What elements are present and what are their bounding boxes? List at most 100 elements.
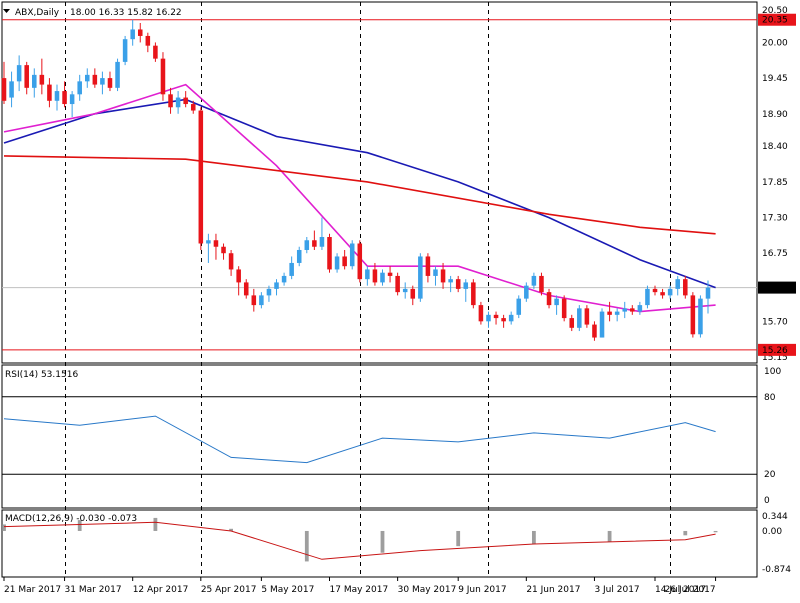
price-tick-label: 20.50 <box>762 6 788 16</box>
candle-body <box>122 39 128 62</box>
candle-body <box>289 262 294 276</box>
date-tick-label: 26 Jul 2017 <box>665 585 716 595</box>
candle-body <box>584 308 590 325</box>
candle-body <box>145 35 151 46</box>
macd-tick-label: 0.344 <box>762 512 788 522</box>
candle-body <box>569 318 575 328</box>
price-tick-label: 15.70 <box>762 317 788 327</box>
rsi-tick-label: 0 <box>764 496 770 506</box>
date-tick-label: 17 May 2017 <box>330 585 389 595</box>
candle-body <box>243 282 249 296</box>
candlesticks <box>1 19 711 341</box>
candle-body <box>478 305 484 322</box>
ohlc-readout: 18.00 16.33 15.82 16.22 <box>70 8 182 18</box>
price-tag-box <box>758 281 796 294</box>
candle-body <box>24 65 29 88</box>
price-tick-label: 20.00 <box>762 38 788 48</box>
candle-body <box>160 58 166 95</box>
candle-body <box>546 292 552 306</box>
price-tick-label: 15.15 <box>762 353 788 363</box>
candle-body <box>281 275 287 283</box>
date-axis: 21 Mar 2017 31 Mar 2017 12 Apr 2017 25 Apr … <box>3 577 717 595</box>
candle-body <box>69 94 75 105</box>
macd-series <box>2 517 718 562</box>
vertical-separators <box>65 2 671 577</box>
candle-body <box>319 237 325 247</box>
rsi-series <box>2 396 757 475</box>
candle-body <box>607 311 612 315</box>
macd-axis: 0.344 0.00 -0.874 <box>762 512 791 575</box>
price-tag-label: 16.22 <box>762 284 788 294</box>
candle-body <box>660 292 665 296</box>
macd-histogram-bar <box>607 530 612 542</box>
candle-body <box>1 78 7 101</box>
candle-body <box>425 256 431 276</box>
price-tag-label: 20.35 <box>762 16 788 26</box>
date-tick-label: 21 Mar 2017 <box>4 585 61 595</box>
candle-body <box>372 269 378 283</box>
ma_slow-line <box>3 155 716 235</box>
candle-body <box>524 285 529 299</box>
macd-histogram-bar <box>456 530 461 547</box>
candle-body <box>645 288 650 306</box>
date-tick-label: 5 May 2017 <box>261 585 314 595</box>
candle-body <box>630 308 635 312</box>
candle-body <box>433 269 438 276</box>
date-tick-label: 31 Mar 2017 <box>65 585 122 595</box>
candle-body <box>213 240 219 247</box>
dropdown-triangle-icon[interactable] <box>3 9 10 13</box>
price-axis: 20.50 20.00 19.45 18.90 18.40 17.85 17.30 16.75… <box>758 6 796 363</box>
date-tick-label: 3 Jul 2017 <box>594 585 639 595</box>
symbol-header: ABX,Daily 18.00 16.33 15.82 16.22 <box>3 8 182 18</box>
panel-frames <box>1 1 758 578</box>
candle-body <box>418 256 423 299</box>
price-tick-label: 17.85 <box>762 178 788 188</box>
rsi-tick-label: 80 <box>764 393 776 403</box>
candle-body <box>599 311 605 338</box>
candle-body <box>705 287 711 299</box>
candle-body <box>62 91 67 105</box>
date-tick-label: 12 Apr 2017 <box>133 585 189 595</box>
candle-body <box>667 288 673 296</box>
candle-body <box>334 256 340 270</box>
macd-tick-label: 0.00 <box>762 527 782 537</box>
macd-signal-line <box>3 521 716 560</box>
candle-body <box>9 81 14 98</box>
candle-body <box>327 237 332 270</box>
candle-body <box>84 74 90 82</box>
rsi-tick-label: 20 <box>764 470 776 480</box>
candle-body <box>236 269 241 283</box>
candle-body <box>683 279 688 296</box>
candle-body <box>471 282 476 306</box>
candle-body <box>501 318 506 322</box>
candle-body <box>107 78 113 88</box>
candle-body <box>342 256 347 267</box>
date-tick-label: 9 Jun 2017 <box>458 585 506 595</box>
candle-body <box>508 314 514 322</box>
candle-body <box>92 74 98 85</box>
price-tick-label: 17.30 <box>762 214 788 224</box>
price-tick-label: 18.90 <box>762 110 788 120</box>
candle-body <box>16 65 22 82</box>
price-tag-box <box>758 343 796 356</box>
macd-label: MACD(12,26,9) -0.030 -0.073 <box>5 514 137 524</box>
candle-body <box>251 295 257 306</box>
rsi-line <box>3 415 716 464</box>
candle-body <box>622 308 628 312</box>
candle-body <box>410 288 416 299</box>
candle-body <box>115 61 120 88</box>
candle-body <box>274 282 279 289</box>
candle-body <box>448 279 453 283</box>
candle-body <box>539 275 544 293</box>
candle-body <box>387 272 393 276</box>
candle-body <box>47 84 52 101</box>
candle-body <box>455 279 461 289</box>
macd-histogram-bar <box>683 530 688 536</box>
rsi-tick-label: 100 <box>764 367 781 377</box>
price-tag-box <box>758 13 796 26</box>
macd-tick-label: -0.874 <box>762 565 791 575</box>
candle-body <box>153 45 158 59</box>
candle-body <box>516 298 522 315</box>
candle-body <box>221 246 226 254</box>
